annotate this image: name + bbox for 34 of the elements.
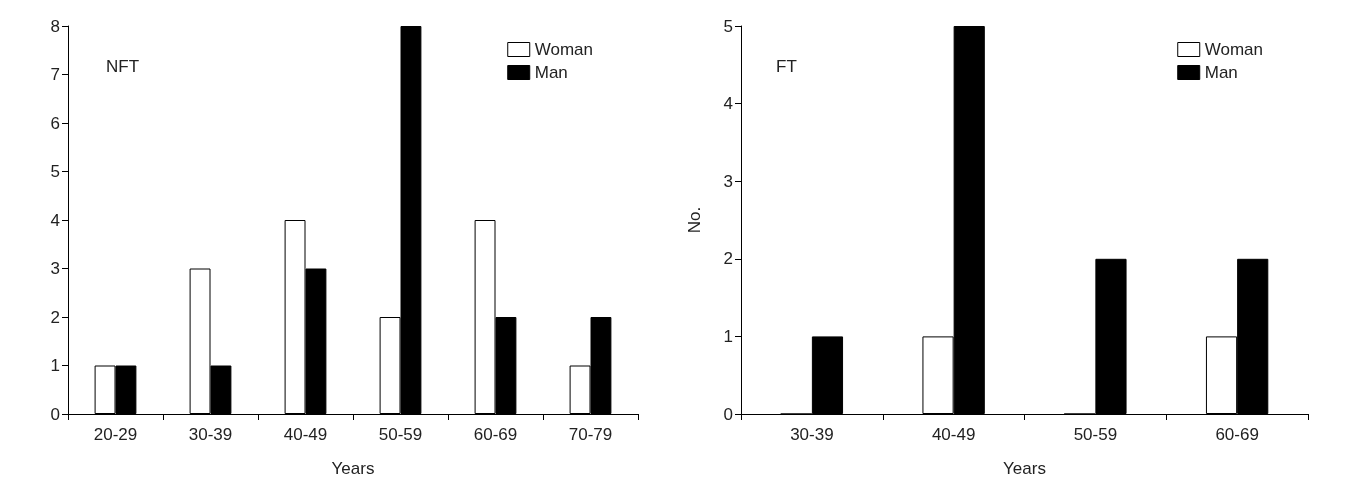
annotation: FT [776,57,797,76]
x-tick-label: 60-69 [1215,425,1259,444]
y-axis-title: No. [685,206,704,234]
x-tick-label: 50-59 [1073,425,1118,444]
y-tick-label: 8 [50,16,60,36]
y-tick-label: 6 [50,113,60,133]
y-tick-label: 0 [723,404,733,424]
x-tick-label: 50-59 [378,425,423,444]
legend-label: Man [534,63,568,82]
y-tick-label: 7 [50,65,60,84]
y-tick-label: 1 [723,326,733,346]
y-tick-label: 2 [723,249,733,269]
y-tick-label: 5 [723,16,733,36]
x-axis-title: Years [1003,459,1046,478]
x-tick-label: 30-39 [790,425,834,444]
y-tick-label: 4 [723,94,733,114]
y-tick-label: 1 [50,356,60,375]
y-tick-label: 2 [50,307,60,327]
x-tick-label: 40-49 [931,425,976,444]
legend-label: Man [1204,63,1238,82]
x-tick-label: 20-29 [93,425,138,444]
x-tick-label: 70-79 [568,425,613,444]
legend-label: Woman [534,40,593,59]
x-tick-label: 60-69 [473,425,518,444]
annotation: NFT [106,57,140,76]
x-tick-label: 40-49 [283,425,328,444]
y-tick-label: 0 [50,404,60,424]
x-tick-label: 30-39 [188,425,233,444]
y-tick-label: 3 [723,171,733,191]
y-tick-label: 4 [50,210,60,230]
x-axis-title: Years [331,459,375,478]
y-tick-label: 3 [50,259,60,278]
y-tick-label: 5 [50,162,60,181]
legend-label: Woman [1204,40,1263,59]
